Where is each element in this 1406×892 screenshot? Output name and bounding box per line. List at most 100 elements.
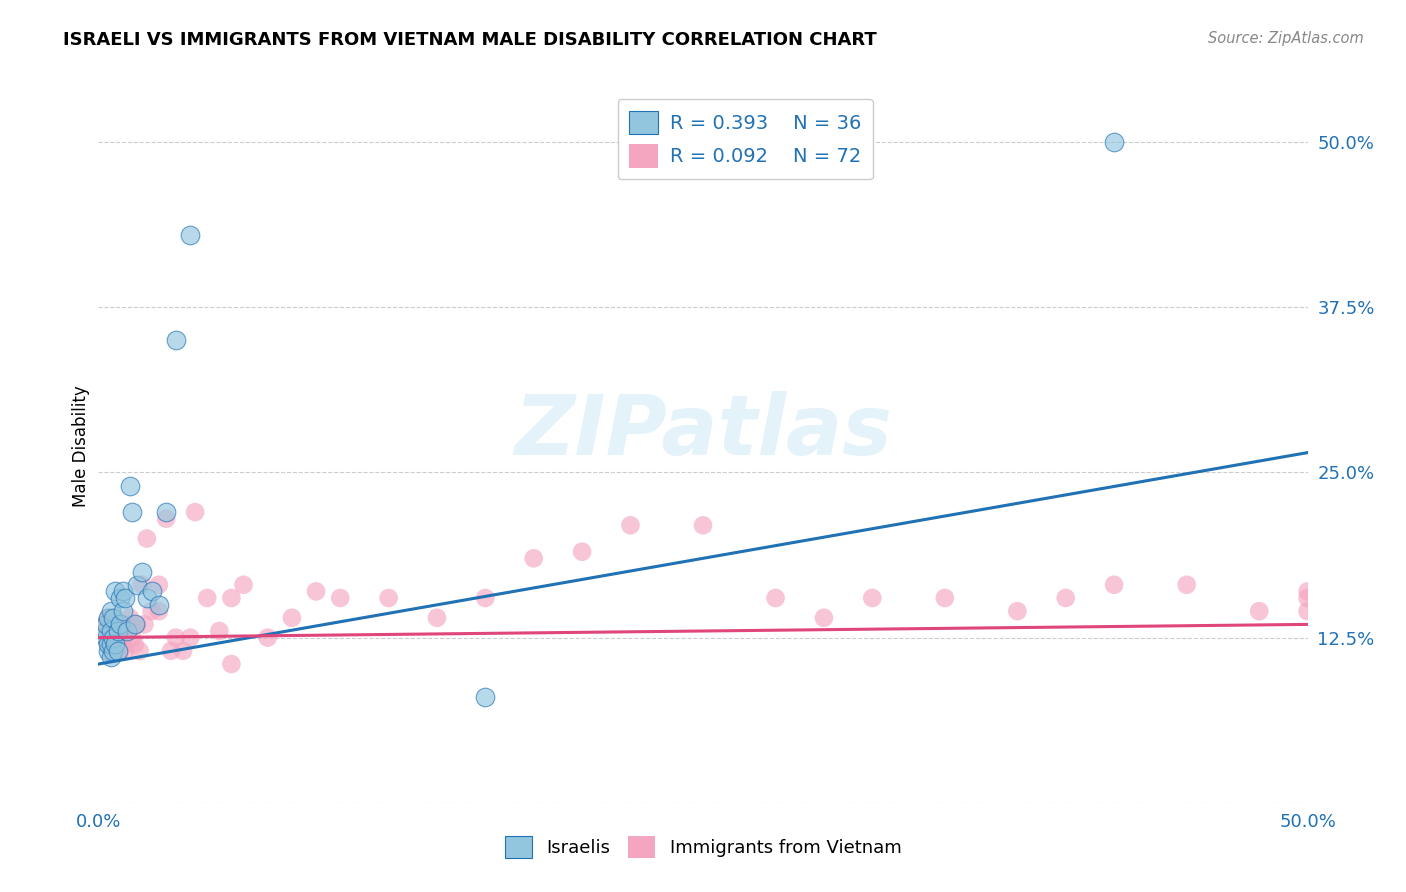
Point — [1102, 578, 1125, 592]
Point — [100, 604, 122, 618]
Point — [148, 604, 170, 618]
Point — [100, 644, 122, 658]
Point — [474, 591, 496, 605]
Point — [281, 611, 304, 625]
Point — [179, 631, 201, 645]
Point — [118, 611, 141, 625]
Point — [256, 631, 278, 645]
Point — [860, 591, 883, 605]
Point — [108, 591, 131, 605]
Point — [101, 611, 124, 625]
Point — [118, 478, 141, 492]
Point — [107, 624, 129, 638]
Point — [101, 644, 124, 658]
Point — [97, 611, 120, 625]
Point — [426, 611, 449, 625]
Point — [195, 591, 218, 605]
Point — [232, 578, 254, 592]
Point — [100, 650, 122, 665]
Point — [221, 591, 243, 605]
Point — [104, 624, 127, 638]
Point — [135, 591, 157, 605]
Point — [117, 624, 139, 638]
Point — [101, 637, 124, 651]
Point — [104, 644, 127, 658]
Point — [101, 644, 124, 658]
Point — [1054, 591, 1077, 605]
Point — [97, 637, 120, 651]
Point — [100, 631, 122, 645]
Point — [100, 624, 122, 638]
Point — [377, 591, 399, 605]
Point — [114, 591, 136, 605]
Point — [101, 611, 124, 625]
Legend: Israelis, Immigrants from Vietnam: Israelis, Immigrants from Vietnam — [498, 829, 908, 865]
Point — [100, 624, 122, 638]
Point — [100, 637, 122, 651]
Point — [155, 505, 177, 519]
Point — [160, 644, 183, 658]
Point — [94, 624, 117, 638]
Point — [329, 591, 352, 605]
Text: ZIPatlas: ZIPatlas — [515, 392, 891, 472]
Point — [474, 690, 496, 704]
Point — [1175, 578, 1198, 592]
Point — [111, 604, 134, 618]
Point — [111, 584, 134, 599]
Point — [124, 617, 146, 632]
Point — [121, 631, 143, 645]
Point — [101, 631, 124, 645]
Point — [1102, 135, 1125, 149]
Point — [108, 617, 131, 632]
Point — [179, 227, 201, 242]
Point — [1007, 604, 1029, 618]
Point — [107, 617, 129, 632]
Point — [97, 637, 120, 651]
Point — [934, 591, 956, 605]
Point — [148, 578, 170, 592]
Point — [141, 604, 163, 618]
Point — [108, 644, 131, 658]
Point — [813, 611, 835, 625]
Point — [121, 505, 143, 519]
Point — [155, 511, 177, 525]
Y-axis label: Male Disability: Male Disability — [72, 385, 90, 507]
Point — [1296, 591, 1319, 605]
Point — [117, 617, 139, 632]
Point — [97, 611, 120, 625]
Point — [127, 617, 149, 632]
Point — [1249, 604, 1271, 618]
Point — [141, 584, 163, 599]
Point — [108, 624, 131, 638]
Point — [127, 578, 149, 592]
Point — [100, 637, 122, 651]
Text: ISRAELI VS IMMIGRANTS FROM VIETNAM MALE DISABILITY CORRELATION CHART: ISRAELI VS IMMIGRANTS FROM VIETNAM MALE … — [63, 31, 877, 49]
Point — [107, 637, 129, 651]
Point — [1296, 604, 1319, 618]
Point — [165, 631, 187, 645]
Point — [1296, 584, 1319, 599]
Point — [114, 624, 136, 638]
Point — [104, 584, 127, 599]
Point — [111, 637, 134, 651]
Point — [184, 505, 207, 519]
Point — [165, 333, 187, 347]
Point — [172, 644, 194, 658]
Point — [111, 617, 134, 632]
Point — [114, 644, 136, 658]
Point — [107, 644, 129, 658]
Point — [131, 578, 153, 592]
Point — [692, 518, 714, 533]
Point — [619, 518, 641, 533]
Point — [94, 631, 117, 645]
Text: Source: ZipAtlas.com: Source: ZipAtlas.com — [1208, 31, 1364, 46]
Point — [101, 631, 124, 645]
Point — [100, 617, 122, 632]
Point — [131, 565, 153, 579]
Point — [148, 598, 170, 612]
Point — [94, 617, 117, 632]
Point — [97, 631, 120, 645]
Point — [94, 624, 117, 638]
Point — [104, 637, 127, 651]
Point — [221, 657, 243, 671]
